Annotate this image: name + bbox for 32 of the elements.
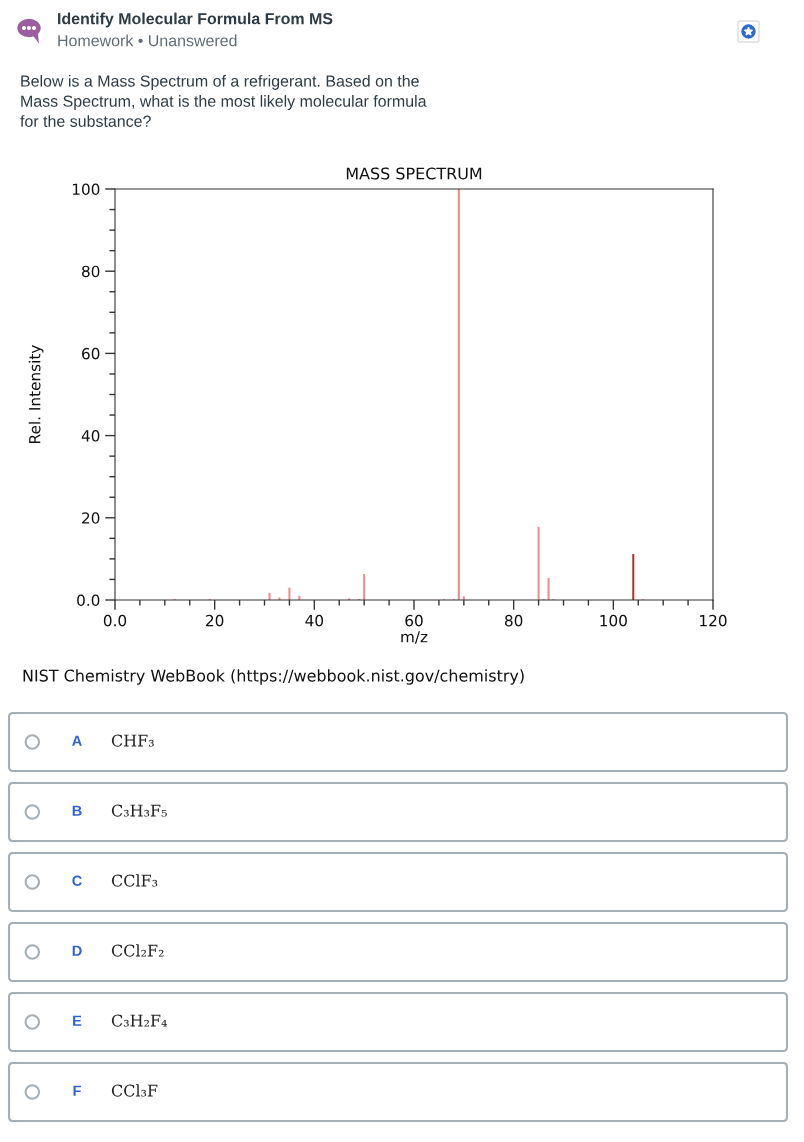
text: A <box>72 735 82 746</box>
text: CClF₃ <box>111 874 158 887</box>
y-tick-label: 40 <box>81 430 100 442</box>
text: Identify Molecular Formula From MS <box>58 12 333 28</box>
text: CHF₃ <box>111 734 154 747</box>
text: C₃H₃F₅ <box>111 804 167 817</box>
text: Below is a Mass Spectrum of a refrigerant. Based on the Mass Spectrum, what is the most likely molecular formula for the substance? <box>20 75 427 127</box>
text: C₃H₂F₄ <box>111 1014 167 1027</box>
text: E <box>73 1015 82 1026</box>
x-tick-label: 20 <box>206 614 224 627</box>
x-axis-title: m/z <box>401 631 428 644</box>
text: D <box>72 945 82 956</box>
x-tick-label: 0.0 <box>103 614 127 627</box>
text: F <box>73 1085 81 1096</box>
text: Homework • Unanswered <box>58 34 237 47</box>
text: C <box>72 875 82 886</box>
text: NIST Chemistry WebBook (https://webbook.nist.gov/chemistry) <box>23 669 524 685</box>
x-tick-label: 40 <box>305 614 324 627</box>
y-tick-label: 100 <box>72 183 100 196</box>
text: B <box>72 805 82 816</box>
x-tick-label: 60 <box>405 614 423 627</box>
text: CCl₂F₂ <box>111 944 164 957</box>
x-tick-label: 100 <box>600 614 627 627</box>
text: CCl₃F <box>111 1084 158 1097</box>
chart-title: MASS SPECTRUM <box>346 167 482 180</box>
x-tick-label: 120 <box>700 614 727 627</box>
x-tick-label: 80 <box>504 614 523 627</box>
y-tick-label: 80 <box>82 265 100 278</box>
y-tick-label: 0.0 <box>77 594 100 607</box>
y-tick-label: 60 <box>82 347 100 360</box>
y-axis-title: Rel. Intensity <box>28 345 44 443</box>
y-tick-label: 20 <box>82 512 100 524</box>
